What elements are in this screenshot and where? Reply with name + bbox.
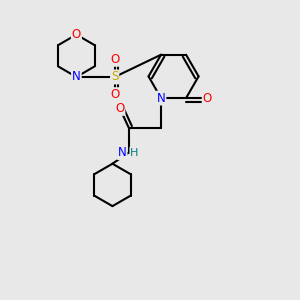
Text: O: O — [115, 102, 124, 115]
Text: O: O — [202, 92, 212, 105]
Text: O: O — [110, 53, 119, 66]
Text: N: N — [72, 70, 81, 83]
Text: N: N — [118, 146, 127, 159]
Text: H: H — [130, 148, 139, 158]
Text: S: S — [111, 70, 118, 83]
Text: O: O — [72, 28, 81, 41]
Text: N: N — [157, 92, 165, 105]
Text: O: O — [110, 88, 119, 101]
